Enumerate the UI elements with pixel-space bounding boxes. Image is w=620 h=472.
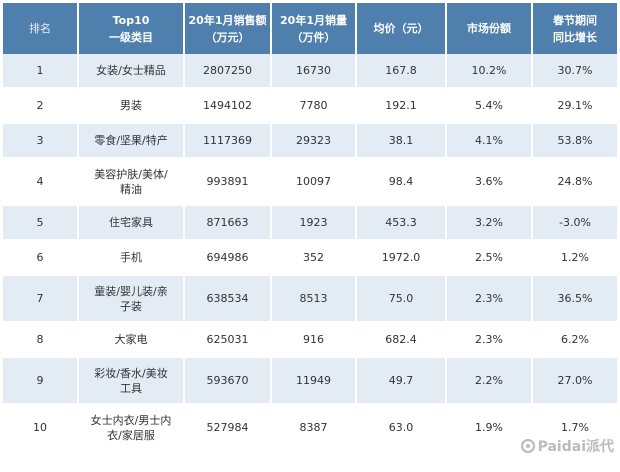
volume-cell: 916 — [272, 323, 357, 358]
growth-cell: 53.8% — [533, 124, 617, 159]
header-category: Top10 一级类目 — [79, 3, 185, 54]
price-cell: 75.0 — [357, 276, 447, 323]
rank-cell: 8 — [3, 323, 79, 358]
price-cell: 49.7 — [357, 358, 447, 405]
table-row: 3 零食/坚果/特产 1117369 29323 38.1 4.1% 53.8% — [3, 124, 617, 159]
volume-cell: 1923 — [272, 206, 357, 241]
category-cell: 男装 — [79, 89, 185, 124]
sales-cell: 2807250 — [185, 54, 272, 89]
volume-cell: 8387 — [272, 405, 357, 452]
sales-cell: 1494102 — [185, 89, 272, 124]
sales-cell: 638534 — [185, 276, 272, 323]
share-cell: 10.2% — [447, 54, 533, 89]
sales-cell: 1117369 — [185, 124, 272, 159]
table-row: 2 男装 1494102 7780 192.1 5.4% 29.1% — [3, 89, 617, 124]
table-header-row: 排名 Top10 一级类目 20年1月销售额 （万元） 20年1月销量 （万件） 均价… — [3, 3, 617, 54]
header-rank: 排名 — [3, 3, 79, 54]
sales-ranking-table: 排名 Top10 一级类目 20年1月销售额 （万元） 20年1月销量 （万件） 均价… — [3, 3, 617, 452]
table-row: 7 童装/婴儿装/亲 子装 638534 8513 75.0 2.3% 36.5% — [3, 276, 617, 323]
growth-cell: 29.1% — [533, 89, 617, 124]
rank-cell: 10 — [3, 405, 79, 452]
category-cell: 大家电 — [79, 323, 185, 358]
price-cell: 98.4 — [357, 159, 447, 206]
rank-cell: 4 — [3, 159, 79, 206]
price-cell: 1972.0 — [357, 241, 447, 276]
category-cell: 美容护肤/美体/精油 — [79, 159, 185, 206]
share-cell: 5.4% — [447, 89, 533, 124]
table-row: 5 住宅家具 871663 1923 453.3 3.2% -3.0% — [3, 206, 617, 241]
paidai-logo-icon — [520, 439, 535, 453]
rank-cell: 5 — [3, 206, 79, 241]
growth-cell: 30.7% — [533, 54, 617, 89]
category-cell: 女装/女士精品 — [79, 54, 185, 89]
sales-cell: 993891 — [185, 159, 272, 206]
growth-cell: 1.7% — [533, 405, 617, 452]
volume-cell: 352 — [272, 241, 357, 276]
sales-cell: 527984 — [185, 405, 272, 452]
share-cell: 3.2% — [447, 206, 533, 241]
price-cell: 63.0 — [357, 405, 447, 452]
header-growth: 春节期间 同比增长 — [533, 3, 617, 54]
rank-cell: 2 — [3, 89, 79, 124]
sales-cell: 694986 — [185, 241, 272, 276]
category-cell: 女士内衣/男士内 衣/家居服 — [79, 405, 185, 452]
category-cell: 彩妆/香水/美妆 工具 — [79, 358, 185, 405]
price-cell: 192.1 — [357, 89, 447, 124]
category-cell: 住宅家具 — [79, 206, 185, 241]
growth-cell: 6.2% — [533, 323, 617, 358]
table-row: 6 手机 694986 352 1972.0 2.5% 1.2% — [3, 241, 617, 276]
growth-cell: 1.2% — [533, 241, 617, 276]
growth-cell: 27.0% — [533, 358, 617, 405]
price-cell: 682.4 — [357, 323, 447, 358]
rank-cell: 9 — [3, 358, 79, 405]
sales-cell: 593670 — [185, 358, 272, 405]
rank-cell: 7 — [3, 276, 79, 323]
header-price: 均价（元） — [357, 3, 447, 54]
volume-cell: 7780 — [272, 89, 357, 124]
table-row: 4 美容护肤/美体/精油 993891 10097 98.4 3.6% 24.8… — [3, 159, 617, 206]
price-cell: 453.3 — [357, 206, 447, 241]
volume-cell: 8513 — [272, 276, 357, 323]
volume-cell: 16730 — [272, 54, 357, 89]
sales-cell: 625031 — [185, 323, 272, 358]
table-row: 10 女士内衣/男士内 衣/家居服 527984 8387 63.0 1.9% 1… — [3, 405, 617, 452]
watermark-text: Paidai派代 — [537, 439, 614, 455]
share-cell: 2.3% — [447, 276, 533, 323]
sales-cell: 871663 — [185, 206, 272, 241]
table-row: 8 大家电 625031 916 682.4 2.3% 6.2% — [3, 323, 617, 358]
category-cell: 手机 — [79, 241, 185, 276]
header-share: 市场份额 — [447, 3, 533, 54]
category-cell: 零食/坚果/特产 — [79, 124, 185, 159]
share-cell: 1.9% — [447, 405, 533, 452]
rank-cell: 3 — [3, 124, 79, 159]
share-cell: 2.2% — [447, 358, 533, 405]
growth-cell: -3.0% — [533, 206, 617, 241]
table-row: 9 彩妆/香水/美妆 工具 593670 11949 49.7 2.2% 27.0… — [3, 358, 617, 405]
header-volume: 20年1月销量 （万件） — [272, 3, 357, 54]
share-cell: 4.1% — [447, 124, 533, 159]
paidai-watermark: Paidai派代 — [520, 436, 614, 456]
volume-cell: 11949 — [272, 358, 357, 405]
rank-cell: 1 — [3, 54, 79, 89]
category-cell: 童装/婴儿装/亲 子装 — [79, 276, 185, 323]
volume-cell: 29323 — [272, 124, 357, 159]
price-cell: 167.8 — [357, 54, 447, 89]
header-sales: 20年1月销售额 （万元） — [185, 3, 272, 54]
share-cell: 3.6% — [447, 159, 533, 206]
table-row: 1 女装/女士精品 2807250 16730 167.8 10.2% 30.7… — [3, 54, 617, 89]
volume-cell: 10097 — [272, 159, 357, 206]
growth-cell: 36.5% — [533, 276, 617, 323]
share-cell: 2.5% — [447, 241, 533, 276]
price-cell: 38.1 — [357, 124, 447, 159]
share-cell: 2.3% — [447, 323, 533, 358]
growth-cell: 24.8% — [533, 159, 617, 206]
rank-cell: 6 — [3, 241, 79, 276]
